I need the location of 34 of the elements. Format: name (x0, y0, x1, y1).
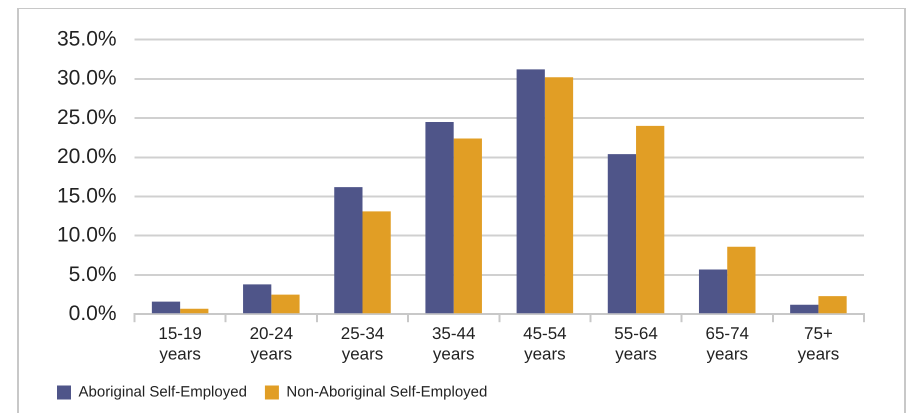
y-tick-label: 35.0% (57, 27, 117, 50)
bar (243, 284, 272, 314)
y-tick-label: 15.0% (57, 184, 117, 208)
bar (790, 304, 818, 314)
bar (698, 269, 728, 314)
legend-label: Non-Aboriginal Self-Employed (286, 384, 488, 401)
legend-label: Aboriginal Self-Employed (78, 384, 247, 401)
y-tick-label: 20.0% (57, 145, 117, 168)
bar (544, 77, 574, 314)
bar (334, 187, 362, 314)
x-tick-label: 45-54 years (523, 324, 567, 364)
x-tick-label: 15-19 years (158, 324, 202, 364)
y-tick-label: 25.0% (57, 106, 117, 129)
x-tick-label: 25-34 years (340, 324, 384, 364)
bar (818, 296, 847, 314)
bar (362, 211, 391, 314)
bar (636, 126, 664, 314)
bar (727, 246, 756, 314)
y-tick-label: 5.0% (68, 262, 117, 286)
y-tick-label: 0.0% (68, 302, 117, 325)
bar (608, 154, 636, 314)
x-tick-label: 55-64 years (614, 324, 658, 364)
y-tick-label: 10.0% (57, 224, 117, 247)
bar (152, 302, 180, 314)
bar (180, 308, 208, 314)
bar (454, 138, 482, 314)
x-tick-label: 20-24 years (250, 324, 294, 364)
x-tick-label: 75+ years (798, 324, 840, 364)
x-tick-label: 35-44 years (432, 324, 476, 364)
bar (516, 69, 545, 314)
bar (425, 122, 454, 314)
bar (271, 294, 300, 314)
x-tick-label: 65-74 years (705, 324, 749, 364)
y-tick-label: 30.0% (57, 66, 117, 90)
